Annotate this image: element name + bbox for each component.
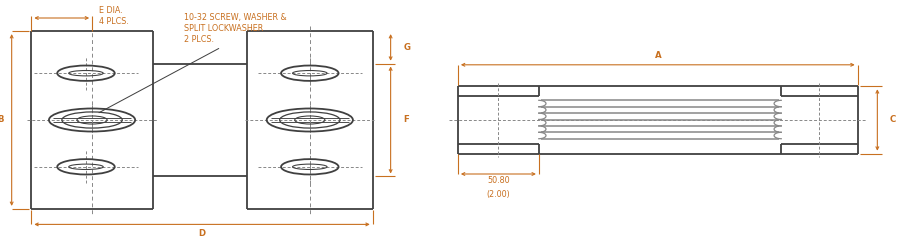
Text: B: B (0, 115, 4, 125)
Text: A: A (655, 51, 661, 60)
Text: C: C (890, 115, 896, 125)
Text: 10-32 SCREW, WASHER &
SPLIT LOCKWASHER
2 PLCS.: 10-32 SCREW, WASHER & SPLIT LOCKWASHER 2… (99, 13, 286, 113)
Text: G: G (403, 43, 410, 52)
Text: 50.80: 50.80 (487, 176, 510, 185)
Text: E DIA.
4 PLCS.: E DIA. 4 PLCS. (100, 6, 129, 26)
Text: F: F (403, 115, 409, 125)
Text: D: D (198, 229, 206, 238)
Text: (2.00): (2.00) (487, 190, 510, 199)
